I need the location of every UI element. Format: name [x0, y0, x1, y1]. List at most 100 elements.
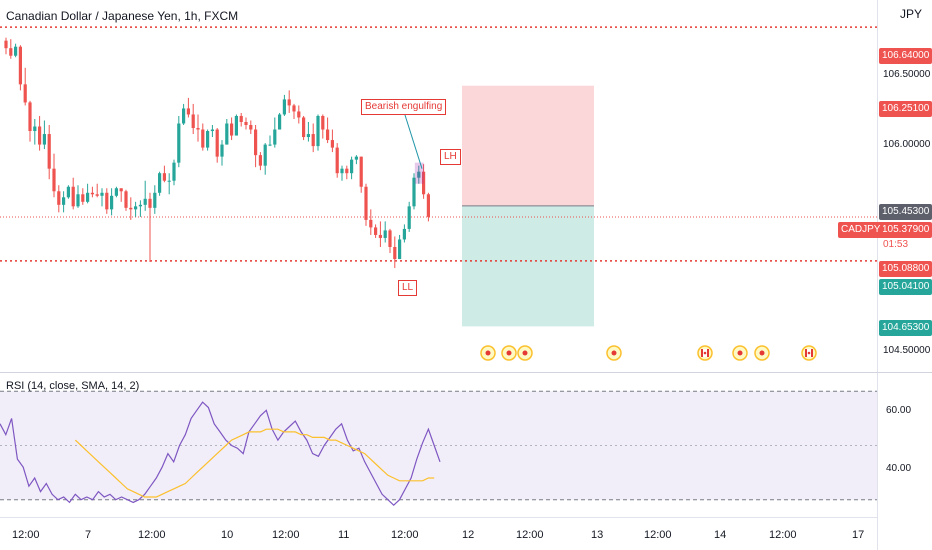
rsi-line [0, 401, 441, 507]
candle [210, 125, 214, 138]
chart-title[interactable]: Canadian Dollar / Japanese Yen, 1h, FXCM [6, 9, 239, 23]
candle [172, 159, 176, 186]
candle [47, 125, 51, 180]
canada-flag-icon[interactable] [697, 345, 713, 361]
horizontal-lines[interactable] [0, 26, 877, 262]
rsi-tick: 40.00 [886, 463, 912, 474]
candle [407, 201, 411, 232]
event-dot-icon[interactable] [732, 345, 748, 361]
candle [129, 197, 133, 220]
candle [110, 188, 114, 216]
candle [114, 186, 118, 198]
candle [119, 188, 123, 202]
candle [249, 120, 253, 135]
event-dot-icon[interactable] [501, 345, 517, 361]
candle [369, 209, 373, 235]
candle [86, 183, 90, 204]
candle [220, 140, 224, 166]
rsi-pane[interactable] [0, 390, 877, 507]
lower-low-label[interactable]: LL [398, 280, 418, 296]
candle [138, 200, 142, 217]
candle [66, 185, 70, 199]
time-tick: 12:00 [769, 529, 797, 541]
candle [393, 236, 397, 269]
low-price-tag: 105.04100 [879, 279, 932, 295]
time-tick: 12:00 [138, 529, 166, 541]
target-zone[interactable] [462, 205, 594, 327]
candle [422, 164, 426, 199]
rsi-tick: 60.00 [886, 405, 912, 416]
time-tick: 17 [852, 529, 865, 541]
canada-flag-icon[interactable] [801, 345, 817, 361]
event-dot-icon[interactable] [517, 345, 533, 361]
candle [182, 103, 186, 126]
current-price-tag: 105.37900 [879, 222, 932, 238]
rsi-indicator-label[interactable]: RSI (14, close, SMA, 14, 2) [6, 380, 140, 392]
candle [148, 192, 152, 263]
economic-events[interactable] [480, 345, 817, 361]
candle [76, 185, 80, 208]
candle [258, 152, 262, 171]
bearish-engulfing-label[interactable]: Bearish engulfing [361, 99, 447, 115]
candle [52, 153, 56, 198]
candle [402, 224, 406, 243]
event-dot-icon[interactable] [754, 345, 770, 361]
candle [167, 173, 171, 195]
candle [364, 183, 368, 226]
candle [14, 43, 18, 58]
candle [186, 97, 190, 118]
candle [153, 185, 157, 214]
candle [254, 125, 258, 168]
candle [71, 177, 75, 210]
target-price-tag: 104.65300 [879, 320, 932, 336]
candle [33, 118, 37, 145]
annotation-arrow[interactable] [404, 114, 423, 169]
candle [95, 183, 99, 198]
candle [28, 100, 32, 142]
candle [42, 120, 46, 150]
candle [306, 121, 310, 142]
engulfing-highlight[interactable] [414, 162, 424, 184]
lower-high-label[interactable]: LH [440, 149, 461, 165]
candle [326, 117, 330, 144]
candle [383, 221, 387, 243]
stop-zone[interactable] [462, 85, 594, 206]
candle [398, 234, 402, 260]
candle [340, 165, 344, 181]
short-position-tool[interactable] [462, 85, 594, 327]
time-tick: 10 [221, 529, 234, 541]
bar-countdown: 01:53 [883, 239, 909, 250]
candle [38, 115, 42, 151]
entry-price-tag: 105.45300 [879, 204, 932, 220]
candle [359, 156, 363, 193]
event-dot-icon[interactable] [606, 345, 622, 361]
candle [162, 165, 166, 183]
candle [302, 115, 306, 141]
candle [18, 45, 22, 91]
candle [263, 143, 267, 175]
candle [4, 37, 8, 55]
candle [316, 114, 320, 151]
candle [9, 39, 13, 59]
candle [426, 192, 430, 222]
price-tick: 104.50000 [883, 345, 931, 356]
candle [191, 103, 195, 135]
candle [234, 114, 238, 136]
candle [273, 117, 277, 148]
price-tick: 106.00000 [883, 139, 931, 150]
candle [105, 188, 109, 214]
time-tick: 7 [85, 529, 92, 541]
symbol-tag: CADJPY [838, 222, 884, 238]
candle [196, 114, 200, 142]
candle [201, 123, 205, 151]
candle [158, 171, 162, 196]
candle [225, 118, 229, 145]
candle [388, 228, 392, 254]
event-dot-icon[interactable] [480, 345, 496, 361]
stop-loss-price-tag: 106.25100 [879, 101, 932, 117]
candle [268, 135, 272, 147]
time-tick: 12:00 [272, 529, 300, 541]
time-tick: 12:00 [12, 529, 40, 541]
